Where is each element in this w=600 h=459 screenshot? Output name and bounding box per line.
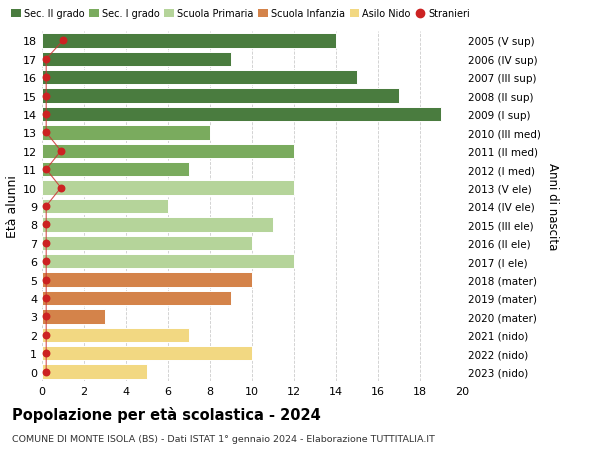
Text: COMUNE DI MONTE ISOLA (BS) - Dati ISTAT 1° gennaio 2024 - Elaborazione TUTTITALI: COMUNE DI MONTE ISOLA (BS) - Dati ISTAT … xyxy=(12,434,435,443)
Point xyxy=(41,258,51,265)
Bar xyxy=(42,328,189,342)
Point xyxy=(41,221,51,229)
Point xyxy=(41,111,51,118)
Point xyxy=(58,38,68,45)
Point xyxy=(41,93,51,100)
Point xyxy=(41,240,51,247)
Bar xyxy=(42,52,231,67)
Bar xyxy=(42,181,294,196)
Point xyxy=(41,368,51,375)
Point xyxy=(41,56,51,63)
Y-axis label: Età alunni: Età alunni xyxy=(6,175,19,238)
Bar xyxy=(42,71,357,85)
Point xyxy=(56,185,66,192)
Point xyxy=(56,148,66,155)
Point xyxy=(41,74,51,82)
Point xyxy=(41,129,51,137)
Bar xyxy=(42,89,399,104)
Bar xyxy=(42,291,231,306)
Bar xyxy=(42,309,105,324)
Bar xyxy=(42,107,441,122)
Point xyxy=(41,313,51,320)
Bar xyxy=(42,364,147,379)
Bar xyxy=(42,346,252,361)
Bar xyxy=(42,236,252,251)
Point xyxy=(41,331,51,339)
Bar xyxy=(42,162,189,177)
Bar xyxy=(42,254,294,269)
Y-axis label: Anni di nascita: Anni di nascita xyxy=(546,163,559,250)
Bar xyxy=(42,144,294,159)
Point xyxy=(41,295,51,302)
Bar xyxy=(42,273,252,287)
Point xyxy=(41,203,51,210)
Point xyxy=(41,276,51,284)
Point xyxy=(41,350,51,357)
Bar xyxy=(42,218,273,232)
Bar xyxy=(42,34,336,49)
Legend: Sec. II grado, Sec. I grado, Scuola Primaria, Scuola Infanzia, Asilo Nido, Stran: Sec. II grado, Sec. I grado, Scuola Prim… xyxy=(11,10,470,19)
Text: Popolazione per età scolastica - 2024: Popolazione per età scolastica - 2024 xyxy=(12,406,321,422)
Bar xyxy=(42,126,210,140)
Bar xyxy=(42,199,168,214)
Point xyxy=(41,166,51,174)
